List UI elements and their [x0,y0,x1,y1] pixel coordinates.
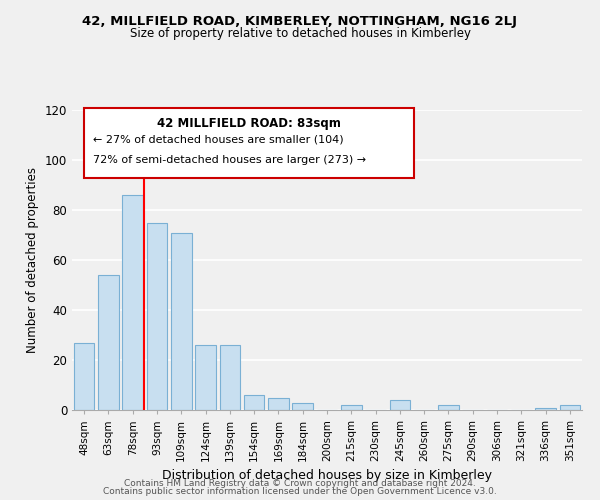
Bar [195,345,216,410]
Bar [98,275,119,410]
Bar [292,402,313,410]
Bar [268,398,289,410]
Bar [171,232,191,410]
Text: Contains HM Land Registry data © Crown copyright and database right 2024.: Contains HM Land Registry data © Crown c… [124,478,476,488]
Bar [220,345,240,410]
Y-axis label: Number of detached properties: Number of detached properties [26,167,39,353]
Bar [535,408,556,410]
Bar [244,395,265,410]
Text: 72% of semi-detached houses are larger (273) →: 72% of semi-detached houses are larger (… [93,155,366,165]
Bar [74,342,94,410]
Text: Contains public sector information licensed under the Open Government Licence v3: Contains public sector information licen… [103,487,497,496]
Text: ← 27% of detached houses are smaller (104): ← 27% of detached houses are smaller (10… [93,135,344,145]
Text: 42 MILLFIELD ROAD: 83sqm: 42 MILLFIELD ROAD: 83sqm [157,116,341,130]
Bar [146,222,167,410]
Bar [341,405,362,410]
Bar [122,195,143,410]
Text: 42, MILLFIELD ROAD, KIMBERLEY, NOTTINGHAM, NG16 2LJ: 42, MILLFIELD ROAD, KIMBERLEY, NOTTINGHA… [83,15,517,28]
Bar [438,405,459,410]
Bar [389,400,410,410]
X-axis label: Distribution of detached houses by size in Kimberley: Distribution of detached houses by size … [162,470,492,482]
Bar [560,405,580,410]
Text: Size of property relative to detached houses in Kimberley: Size of property relative to detached ho… [130,28,470,40]
